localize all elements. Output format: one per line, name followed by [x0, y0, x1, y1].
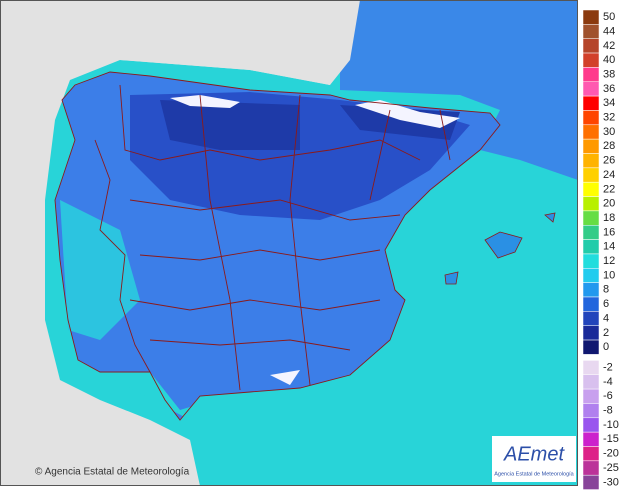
legend-swatch: [582, 181, 600, 197]
legend-label: -30: [603, 476, 619, 488]
legend-label: -10: [603, 419, 619, 431]
legend-swatch: [582, 138, 600, 154]
logo-subtitle: Agencia Estatal de Meteorología: [494, 471, 574, 477]
legend-swatch: [582, 9, 600, 25]
legend-swatch: [582, 403, 600, 419]
legend-swatch: [582, 374, 600, 390]
warm-zone: [60, 200, 140, 340]
legend-swatch: [582, 268, 600, 283]
legend-label: 20: [603, 198, 615, 210]
legend-swatch: [582, 95, 600, 111]
legend-label: -2: [603, 361, 613, 373]
legend-swatch: [582, 67, 600, 83]
legend-label: 28: [603, 140, 615, 152]
legend-label: 40: [603, 54, 615, 66]
legend-label: 6: [603, 298, 609, 310]
legend-swatch: [582, 210, 600, 226]
legend-swatch: [582, 474, 600, 490]
legend-swatch: [582, 388, 600, 404]
legend-label: 2: [603, 327, 609, 339]
legend-label: 18: [603, 212, 615, 224]
legend-label: 30: [603, 126, 615, 138]
legend-label: 32: [603, 112, 615, 124]
legend-swatch: [582, 460, 600, 476]
legend-label: -20: [603, 448, 619, 460]
legend-label: -15: [603, 433, 619, 445]
sea-north: [340, 0, 578, 180]
legend-swatch: [582, 282, 600, 298]
legend-label: 26: [603, 155, 615, 167]
logo-name: AEmet: [503, 443, 565, 465]
legend-label: 4: [603, 312, 609, 324]
legend-label: 8: [603, 284, 609, 296]
legend-swatch: [582, 431, 600, 447]
legend-label: 36: [603, 83, 615, 95]
legend-label: 44: [603, 25, 615, 37]
legend-swatch: [582, 52, 600, 68]
legend-label: 12: [603, 255, 615, 267]
legend-swatch: [582, 360, 600, 375]
legend-label: 22: [603, 183, 615, 195]
legend-swatch: [582, 167, 600, 183]
legend-swatch: [582, 325, 600, 341]
legend-swatch: [582, 253, 600, 269]
balearic-islands: [444, 212, 556, 285]
legend-label: -6: [603, 390, 613, 402]
cold-zone: [160, 100, 300, 150]
legend-swatch: [582, 196, 600, 212]
legend-label: 10: [603, 269, 615, 281]
coastline: [54, 71, 501, 421]
legend-swatch: [582, 417, 600, 433]
legend-label: -25: [603, 462, 619, 474]
legend-label: 42: [603, 40, 615, 52]
land-africa: [0, 420, 200, 486]
legend-swatch: [582, 446, 600, 462]
map-frame: [0, 0, 578, 486]
legend-swatch: [582, 124, 600, 140]
legend-swatch: [582, 110, 600, 126]
logo-box: [492, 436, 576, 482]
legend-label: 34: [603, 97, 615, 109]
legend-label: 0: [603, 341, 609, 353]
map: © Agencia Estatal de Meteorología AEmet …: [0, 0, 578, 486]
land-france: [0, 0, 360, 85]
legend-swatch: [582, 24, 600, 39]
snow: [170, 95, 460, 385]
legend-label: -4: [603, 376, 613, 388]
logo: AEmet Agencia Estatal de Meteorología: [492, 436, 576, 482]
legend-swatch: [582, 239, 600, 255]
legend-label: 16: [603, 226, 615, 238]
legend-label: 38: [603, 68, 615, 80]
legend-swatch: [582, 38, 600, 54]
legend-label: 50: [603, 11, 615, 23]
legend-swatch: [582, 311, 600, 326]
legend-swatch: [582, 225, 600, 240]
legend-label: 24: [603, 169, 615, 181]
warm-zone: [100, 372, 350, 420]
legend-swatch: [582, 153, 600, 169]
legend-swatch: [582, 339, 600, 355]
legend-swatch: [582, 296, 600, 312]
region-border: [94, 84, 451, 391]
legend: 5044424038363432302826242220181614121086…: [582, 9, 619, 490]
legend-swatch: [582, 81, 600, 97]
legend-label: 14: [603, 241, 615, 253]
credit: © Agencia Estatal de Meteorología: [35, 467, 190, 478]
legend-label: -8: [603, 405, 613, 417]
